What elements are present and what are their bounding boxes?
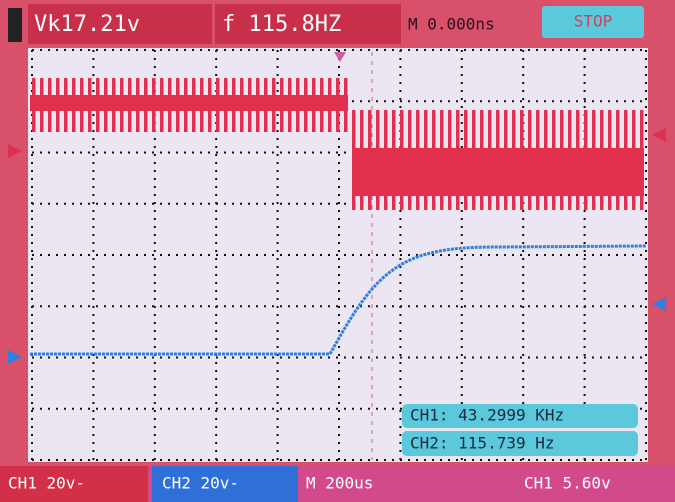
ch2-scale-box	[152, 466, 298, 502]
battery-icon	[8, 8, 22, 42]
timebase: M 200us	[306, 474, 373, 493]
trigger-marker	[334, 52, 346, 62]
ch1-scale-box	[0, 466, 148, 502]
ch1-trigger-marker	[652, 128, 666, 142]
ch1-level-marker	[8, 144, 22, 158]
frequency: f 115.8HZ	[222, 12, 341, 37]
frequency-box	[215, 4, 401, 44]
ch2-level-marker	[8, 350, 22, 364]
time-offset: M 0.000ns	[408, 15, 495, 34]
ch1-measurement: CH1: 43.2999 KHz	[410, 406, 564, 425]
run-state: STOP	[574, 12, 613, 31]
run-state-box	[542, 6, 644, 38]
amplitude-box	[28, 4, 212, 44]
ch2-trigger-marker	[652, 297, 666, 311]
ch2-measurement: CH2: 115.739 Hz	[410, 434, 555, 453]
trigger-level: CH1 5.60v	[524, 474, 611, 493]
ch2-scale: CH2 20v-	[162, 474, 239, 493]
measurement-box	[402, 404, 638, 428]
ch1-waveform	[30, 95, 348, 111]
amplitude: Vk17.21v	[34, 12, 140, 37]
ch1-scale: CH1 20v-	[8, 474, 85, 493]
measurement-box	[402, 431, 638, 456]
ch1-waveform	[352, 148, 644, 196]
ch2-waveform	[30, 244, 647, 356]
